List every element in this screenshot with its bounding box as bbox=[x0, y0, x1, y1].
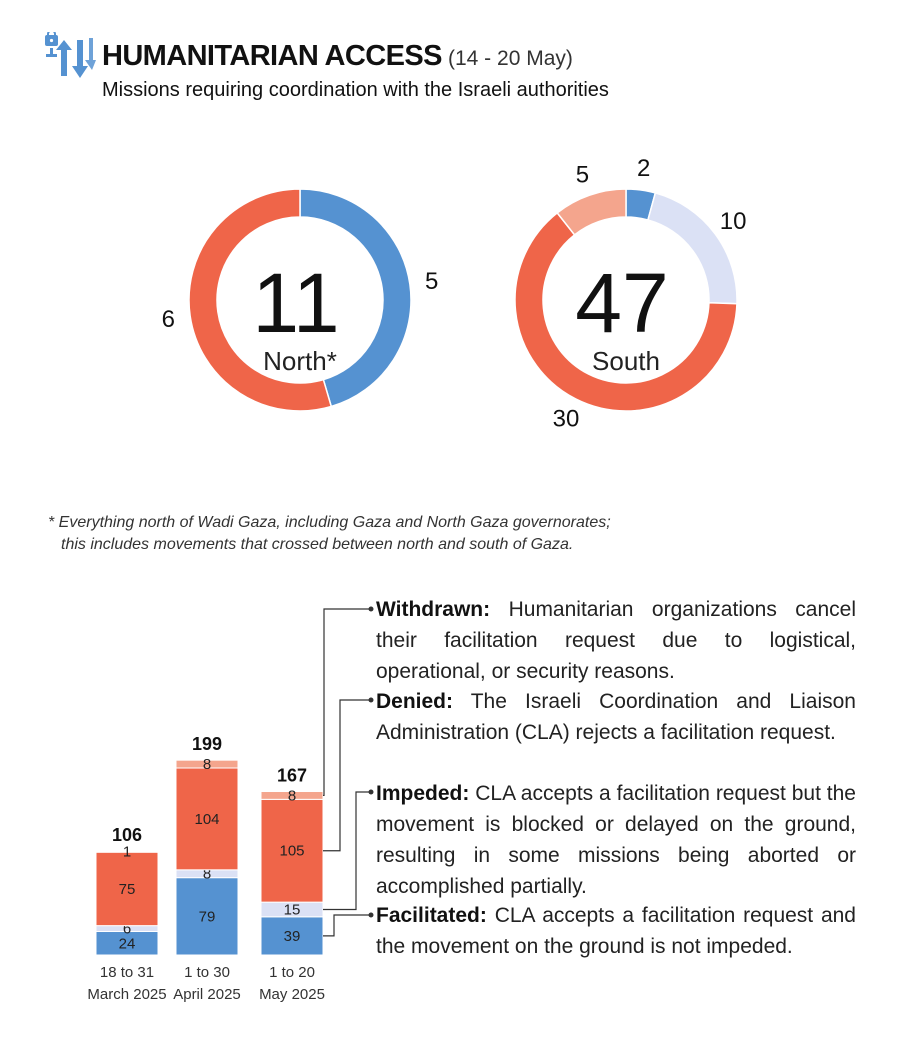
bar-0-impeded-label: 6 bbox=[123, 921, 131, 938]
connector-denied bbox=[323, 699, 370, 852]
connector-impeded bbox=[323, 791, 370, 911]
donut-1-label-denied: 30 bbox=[553, 406, 580, 430]
legend-denied-term: Denied: bbox=[376, 690, 454, 713]
bar-1-total: 199 bbox=[192, 734, 222, 754]
bar-1-category-label-1: April 2025 bbox=[173, 986, 241, 1003]
donut-0-label-denied: 6 bbox=[162, 306, 175, 333]
donut-0-slice-denied bbox=[188, 188, 333, 412]
bar-2-facilitated bbox=[260, 916, 324, 956]
legend-denied: Denied: The Israeli Coordination and Lia… bbox=[376, 686, 856, 748]
bar-1-withdrawn-label: 8 bbox=[203, 756, 211, 773]
connector-denied-dot bbox=[368, 697, 374, 703]
bar-2-denied bbox=[260, 798, 324, 903]
legend-impeded: Impeded: CLA accepts a facilitation requ… bbox=[376, 778, 856, 902]
bar-1-facilitated bbox=[175, 877, 239, 956]
donut-0-label-facilitated: 5 bbox=[425, 268, 438, 295]
bar-2-impeded-label: 15 bbox=[284, 901, 301, 918]
connector-withdrawn-dot bbox=[368, 606, 374, 612]
bar-2-withdrawn-label: 8 bbox=[288, 787, 296, 804]
bar-0-category-label-1: March 2025 bbox=[87, 986, 166, 1003]
legend-withdrawn-text: Humanitarian organizations cancel their … bbox=[376, 598, 856, 683]
bar-0-denied-label: 75 bbox=[119, 881, 136, 898]
bar-2-denied-label: 105 bbox=[279, 843, 304, 860]
connector-facilitated-dot bbox=[368, 912, 374, 918]
footnote-line-2: this includes movements that crossed bet… bbox=[61, 536, 574, 553]
connector-impeded-dot bbox=[368, 789, 374, 795]
donut-1-slice-denied bbox=[514, 211, 738, 412]
bar-0-facilitated-label: 24 bbox=[119, 935, 136, 952]
donut-1-label-withdrawn: 5 bbox=[576, 161, 589, 188]
bar-2-facilitated-label: 39 bbox=[284, 928, 301, 945]
legend-denied-text: The Israeli Coordination and Liaison Adm… bbox=[376, 690, 856, 744]
donut-1-slice-withdrawn bbox=[556, 188, 627, 236]
donut-0-center-label: North* bbox=[263, 346, 337, 376]
bar-0-withdrawn-label: 1 bbox=[123, 844, 131, 861]
donut-1-total: 47 bbox=[575, 256, 668, 350]
bar-1-facilitated-label: 79 bbox=[199, 908, 216, 925]
bar-0-category-label-0: 18 to 31 bbox=[100, 964, 154, 981]
donut-1-label-facilitated: 2 bbox=[637, 155, 650, 182]
legend-facilitated: Facilitated: CLA accepts a facilitation … bbox=[376, 900, 856, 962]
access-arrows-lock-icon bbox=[45, 32, 96, 78]
bar-2-category-label-1: May 2025 bbox=[259, 986, 325, 1003]
header: HUMANITARIAN ACCESS (14 - 20 May) Missio… bbox=[44, 32, 884, 112]
legend-facilitated-term: Facilitated: bbox=[376, 904, 487, 927]
donut-1-center-label: South bbox=[592, 346, 660, 376]
donut-0-slice-facilitated bbox=[299, 188, 412, 408]
bar-1-denied bbox=[175, 767, 239, 871]
page-title: HUMANITARIAN ACCESS bbox=[102, 40, 442, 72]
bar-1-withdrawn bbox=[175, 759, 239, 769]
bar-2-total: 167 bbox=[277, 766, 307, 786]
legend-facilitated-text: CLA accepts a facilitation request and t… bbox=[376, 904, 856, 958]
footnote-line-1: * Everything north of Wadi Gaza, includi… bbox=[48, 514, 611, 531]
bar-1-impeded-label: 8 bbox=[203, 866, 211, 883]
bar-0-denied bbox=[95, 851, 159, 927]
donut-0-total: 11 bbox=[252, 256, 339, 350]
bar-1-category-label-0: 1 to 30 bbox=[184, 964, 230, 981]
bar-2-category-label-0: 1 to 20 bbox=[269, 964, 315, 981]
legend-impeded-text: CLA accepts a facilitation request but t… bbox=[376, 782, 856, 898]
date-range: (14 - 20 May) bbox=[448, 47, 573, 70]
connector-facilitated bbox=[323, 914, 370, 937]
bar-1-denied-label: 104 bbox=[194, 811, 219, 828]
donut-1-label-impeded: 10 bbox=[720, 208, 747, 235]
connector-withdrawn bbox=[323, 608, 370, 797]
legend-impeded-term: Impeded: bbox=[376, 782, 470, 805]
page-subtitle: Missions requiring coordination with the… bbox=[102, 79, 609, 101]
bar-0-withdrawn bbox=[95, 850, 159, 853]
legend-withdrawn-term: Withdrawn: bbox=[376, 598, 491, 621]
legend-withdrawn: Withdrawn: Humanitarian organizations ca… bbox=[376, 594, 856, 687]
footnote: * Everything north of Wadi Gaza, includi… bbox=[48, 512, 611, 556]
bar-0-total: 106 bbox=[112, 825, 142, 845]
